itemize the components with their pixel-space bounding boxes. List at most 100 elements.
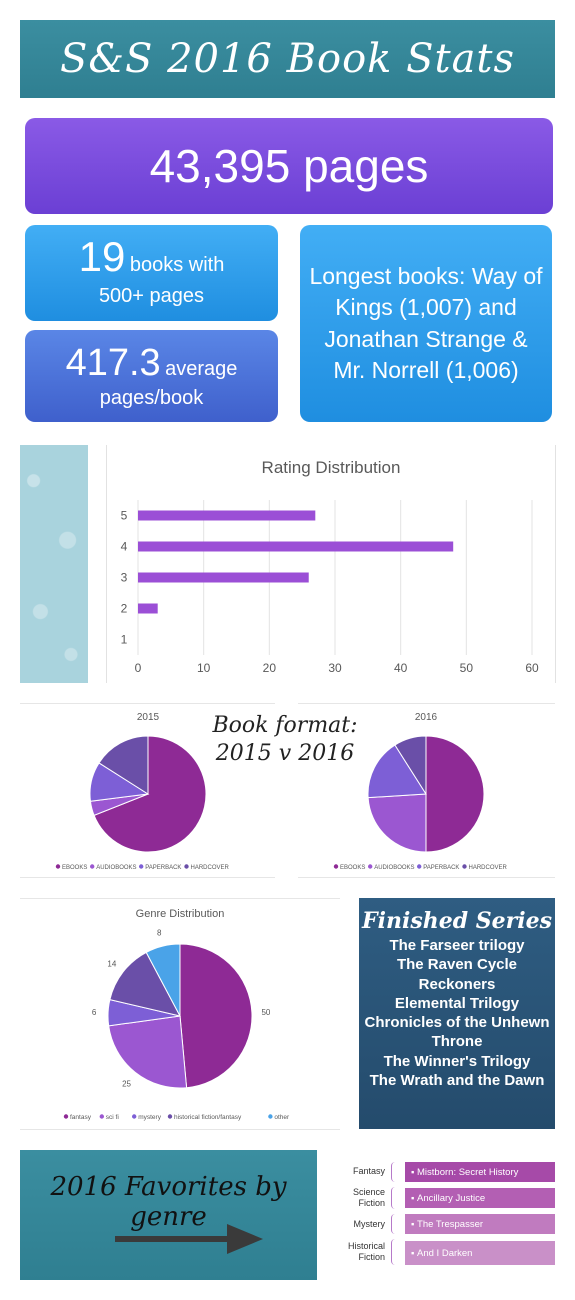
pie-slice bbox=[394, 735, 427, 796]
genre-chart-svg: 50 25 6 14 8 Genre Distribution fantasy sci fi m… bbox=[63, 908, 290, 1121]
legend-marker bbox=[99, 1114, 105, 1119]
bar bbox=[138, 603, 158, 614]
pie-slice bbox=[179, 943, 253, 1089]
legend-marker bbox=[90, 864, 95, 869]
y-tick-label: 4 bbox=[121, 540, 128, 554]
favorite-genre: Fantasy bbox=[352, 1166, 385, 1176]
legend-marker bbox=[132, 1114, 137, 1119]
favorite-book: ▪ And I Darken bbox=[405, 1241, 555, 1265]
data-label: 6 bbox=[92, 1008, 97, 1017]
series-item: Elemental Trilogy bbox=[394, 994, 520, 1012]
series-item: The Raven Cycle bbox=[396, 956, 518, 974]
brace-icon bbox=[391, 1214, 400, 1234]
y-tick-label: 3 bbox=[121, 571, 128, 585]
bar bbox=[138, 572, 309, 583]
average-pages-stat: 417.3 average pages/book bbox=[25, 330, 278, 422]
favorite-genre: Science Fiction bbox=[352, 1187, 385, 1208]
favorite-book: ▪ Mistborn: Secret History bbox=[405, 1162, 555, 1182]
favorites-title: 2016 Favorites by genre bbox=[50, 1172, 287, 1232]
x-tick-label: 50 bbox=[460, 661, 474, 675]
legend-marker bbox=[167, 1114, 173, 1119]
legend-label: fantasy bbox=[70, 1114, 92, 1121]
legend-marker bbox=[184, 864, 189, 869]
decorative-panel bbox=[20, 445, 88, 683]
data-label: 8 bbox=[157, 929, 162, 938]
legend-label: mystery bbox=[138, 1114, 162, 1121]
pie-slice bbox=[425, 735, 485, 853]
format-2016-svg: 2016 EBOOKS AUDIOBOOKS PAPERBACK HARDCOVER bbox=[333, 712, 508, 871]
books-500-count: 19 bbox=[78, 233, 126, 280]
arrow-right-icon bbox=[115, 1224, 263, 1254]
format-comparison-title: Book format: 2015 v 2016 bbox=[210, 712, 360, 767]
legend-label: HARDCOVER bbox=[191, 865, 230, 871]
series-item: The Wrath and the Dawn bbox=[369, 1072, 545, 1090]
series-item: The Farseer trilogy bbox=[389, 937, 525, 954]
average-text: average bbox=[165, 358, 238, 380]
x-tick-label: 40 bbox=[394, 661, 408, 675]
pie-slice bbox=[109, 951, 181, 1017]
favorites-banner: 2016 Favorites by genre bbox=[20, 1150, 317, 1280]
average-line2: pages/book bbox=[99, 387, 204, 409]
rating-chart-svg: Rating Distribution 0 10 20 30 40 50 60 1 2 3 4 5 bbox=[121, 458, 539, 675]
legend-label: other bbox=[274, 1114, 290, 1121]
chart-title: Rating Distribution bbox=[262, 458, 401, 477]
finished-series-title: Finished Series bbox=[362, 908, 552, 934]
books-500-text: books with bbox=[129, 254, 225, 276]
legend-marker bbox=[368, 864, 373, 869]
x-tick-label: 10 bbox=[197, 661, 211, 675]
brace-icon bbox=[391, 1162, 400, 1182]
bar bbox=[138, 541, 454, 552]
format-2015-chart: 2015 EBOOKS AUDIOBOOKS PAPERBACK HARDCOVER bbox=[20, 703, 275, 878]
legend-label: AUDIOBOOKS bbox=[96, 865, 136, 871]
format-title-line1: Book format: bbox=[212, 713, 358, 738]
format-title-line2: 2015 v 2016 bbox=[215, 740, 355, 766]
legend-label: historical fiction/fantasy bbox=[174, 1114, 242, 1121]
brace-icon bbox=[391, 1239, 400, 1265]
legend-label: AUDIOBOOKS bbox=[374, 865, 414, 871]
x-tick-label: 20 bbox=[263, 661, 277, 675]
favorite-book: ▪ The Trespasser bbox=[405, 1214, 555, 1234]
data-label: 14 bbox=[107, 960, 116, 969]
legend-label: PAPERBACK bbox=[145, 865, 181, 871]
longest-books-stat: Longest books: Way of Kings (1,007) and … bbox=[300, 225, 552, 422]
x-tick-label: 60 bbox=[525, 661, 539, 675]
favorite-genre: Historical Fiction bbox=[347, 1241, 385, 1262]
pie-slice bbox=[367, 793, 427, 853]
pie-slice bbox=[108, 1015, 188, 1089]
legend-marker bbox=[417, 864, 422, 869]
chart-title: 2015 bbox=[137, 712, 160, 723]
favorite-genre: Mystery bbox=[353, 1219, 386, 1229]
legend-label: EBOOKS bbox=[340, 865, 365, 871]
chart-title: Genre Distribution bbox=[136, 908, 225, 920]
series-item: Reckoners bbox=[418, 975, 496, 993]
finished-series-panel: Finished Series The Farseer trilogy The … bbox=[359, 898, 555, 1129]
data-label: 50 bbox=[261, 1008, 270, 1017]
data-label: 25 bbox=[122, 1079, 131, 1088]
legend-marker bbox=[268, 1114, 273, 1119]
legend-label: EBOOKS bbox=[62, 865, 87, 871]
legend-marker bbox=[55, 864, 61, 869]
legend-marker bbox=[139, 864, 144, 869]
legend-label: PAPERBACK bbox=[423, 865, 459, 871]
total-pages-stat: 43,395 pages bbox=[25, 118, 553, 214]
x-tick-label: 30 bbox=[328, 661, 342, 675]
y-tick-label: 1 bbox=[121, 633, 128, 647]
y-tick-label: 5 bbox=[121, 509, 128, 523]
legend-label: HARDCOVER bbox=[469, 865, 508, 871]
genre-distribution-chart: 50 25 6 14 8 Genre Distribution fantasy sci fi m… bbox=[20, 898, 340, 1130]
legend-label: sci fi bbox=[106, 1114, 119, 1121]
series-item: Chronicles of the Unhewn Throne bbox=[364, 1014, 550, 1051]
x-tick-label: 0 bbox=[135, 661, 142, 675]
pie-slice bbox=[367, 744, 427, 799]
pie-slice bbox=[93, 735, 207, 853]
favorite-book: ▪ Ancillary Justice bbox=[405, 1188, 555, 1208]
pie-slice bbox=[145, 943, 181, 1017]
format-2015-svg: 2015 EBOOKS AUDIOBOOKS PAPERBACK HARDCOVER bbox=[55, 712, 230, 871]
y-tick-label: 2 bbox=[121, 602, 128, 616]
legend-marker bbox=[333, 864, 339, 869]
books-500-line2: 500+ pages bbox=[98, 285, 205, 307]
format-2016-chart: 2016 EBOOKS AUDIOBOOKS PAPERBACK HARDCOVER bbox=[298, 703, 555, 878]
rating-distribution-chart: Rating Distribution 0 10 20 30 40 50 60 1 2 3 4 5 bbox=[106, 445, 556, 683]
bar bbox=[138, 510, 316, 521]
books-500-stat: 19 books with 500+ pages bbox=[25, 225, 278, 321]
